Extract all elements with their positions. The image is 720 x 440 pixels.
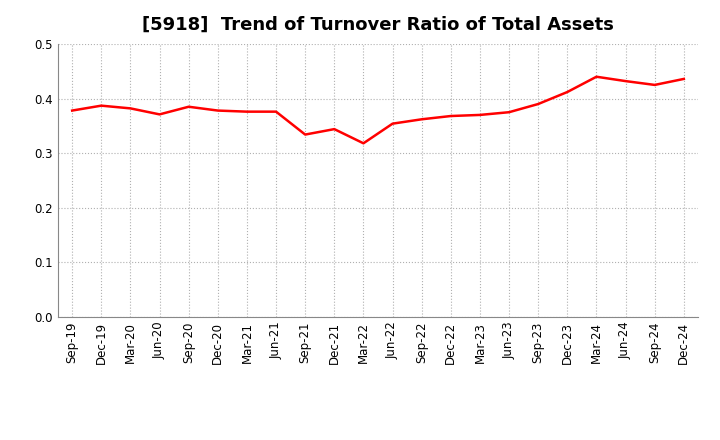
Title: [5918]  Trend of Turnover Ratio of Total Assets: [5918] Trend of Turnover Ratio of Total … — [142, 16, 614, 34]
